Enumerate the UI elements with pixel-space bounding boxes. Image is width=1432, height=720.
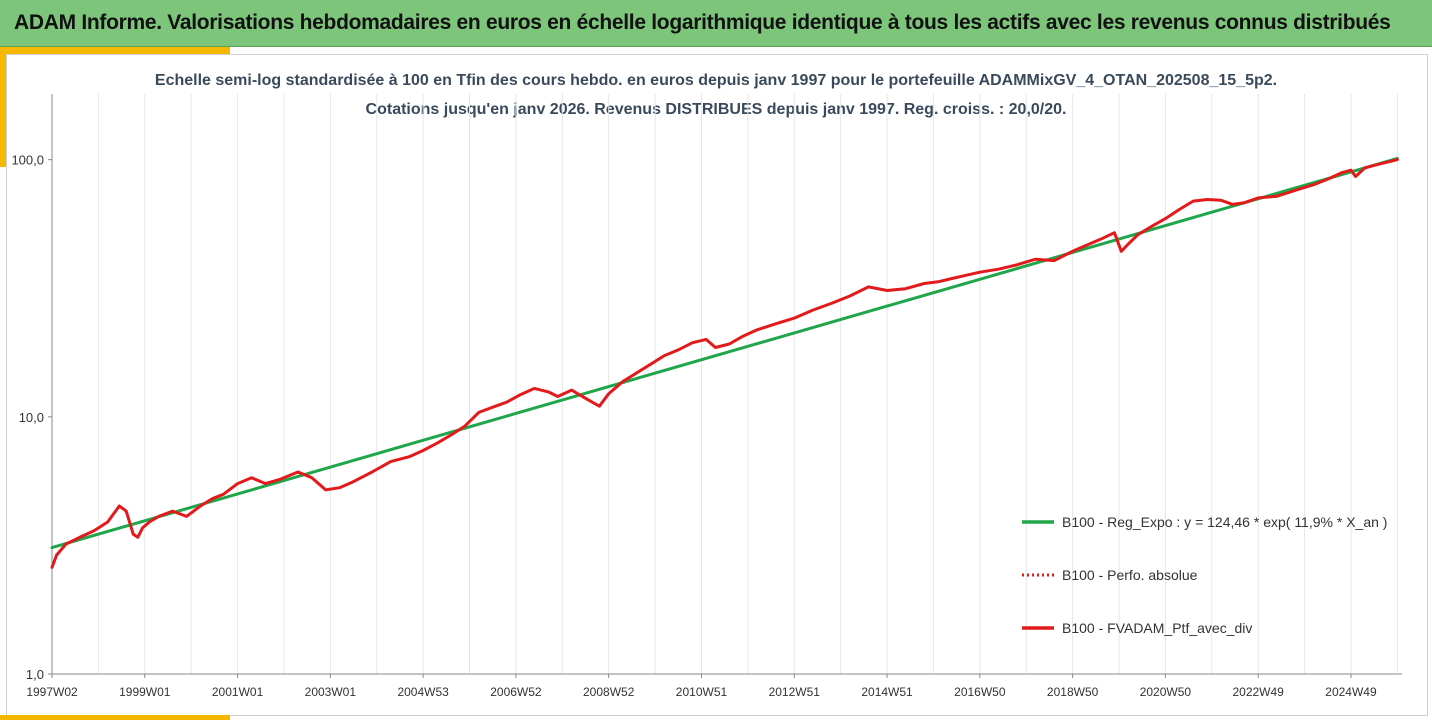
chart-subtitle: Cotations jusqu'en janv 2026. Revenus DI…	[365, 101, 1067, 118]
chart-title: Echelle semi-log standardisée à 100 en T…	[154, 72, 1278, 89]
x-tick-label: 2018W50	[1047, 685, 1099, 699]
legend-label: B100 - Reg_Expo : y = 124,46 * exp( 11,9…	[1062, 514, 1387, 530]
x-tick-label: 2024W49	[1325, 685, 1377, 699]
x-tick-label: 2020W50	[1140, 685, 1192, 699]
x-tick-label: 2001W01	[212, 685, 264, 699]
x-tick-label: 2004W53	[397, 685, 449, 699]
x-tick-label: 2014W51	[861, 685, 913, 699]
report-title: ADAM Informe. Valorisations hebdomadaire…	[14, 11, 1391, 34]
x-tick-label: 2016W50	[954, 685, 1006, 699]
legend-label: B100 - Perfo. absolue	[1062, 567, 1198, 583]
x-tick-label: 2010W51	[676, 685, 728, 699]
x-tick-labels: 1997W02 1999W01 2001W01 2003W01 2004W53 2006W…	[26, 674, 1377, 699]
y-tick-label: 1,0	[26, 667, 44, 682]
x-tick-label: 2003W01	[305, 685, 357, 699]
legend-label: B100 - FVADAM_Ptf_avec_div	[1062, 620, 1252, 636]
report-banner: ADAM Informe. Valorisations hebdomadaire…	[0, 0, 1432, 47]
accent-bar-left	[0, 47, 6, 167]
grid	[51, 94, 1398, 674]
x-tick-label: 2022W49	[1232, 685, 1284, 699]
series-line-2	[50, 158, 1399, 569]
chart-frame	[6, 54, 1428, 716]
accent-bar-top	[0, 47, 230, 54]
x-tick-label: 2008W52	[583, 685, 635, 699]
y-tick-label: 10,0	[19, 410, 44, 425]
series-layer	[50, 157, 1399, 569]
x-tick-label: 2006W52	[490, 685, 542, 699]
accent-bar-bottom	[0, 715, 230, 720]
axes	[51, 94, 1402, 675]
legend: B100 - Reg_Expo : y = 124,46 * exp( 11,9…	[1022, 514, 1387, 636]
x-tick-label: 1999W01	[119, 685, 171, 699]
regression-line	[50, 157, 1399, 550]
x-tick-label: 1997W02	[26, 685, 78, 699]
y-tick-labels: 1,0 10,0 100,0	[11, 153, 52, 682]
y-tick-label: 100,0	[11, 153, 44, 168]
x-tick-label: 2012W51	[769, 685, 821, 699]
